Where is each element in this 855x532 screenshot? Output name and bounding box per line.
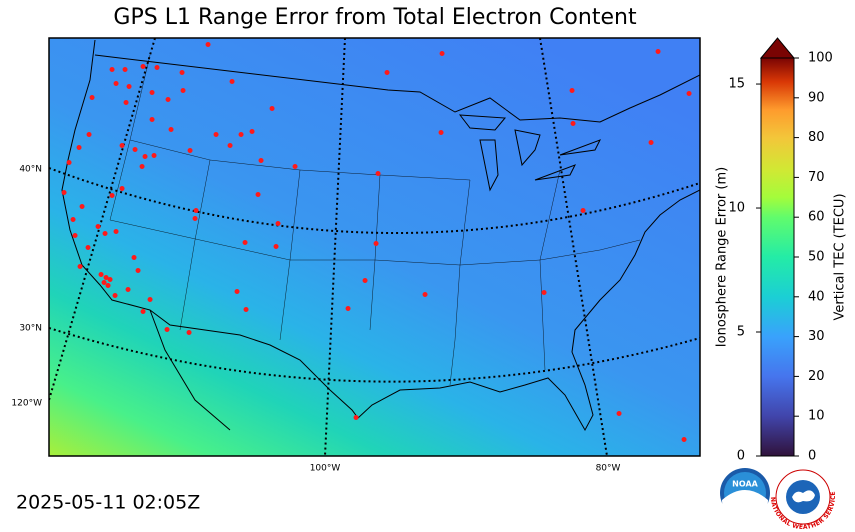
stations — [61, 42, 692, 442]
right-tick-label: 40 — [808, 289, 825, 304]
right-tick-label: 10 — [808, 409, 825, 424]
left-tick-label: 15 — [728, 77, 745, 92]
left-tick-label: 5 — [737, 325, 745, 340]
colorbar: 0 5 10 15 0 10 20 30 40 50 60 70 80 90 100 — [728, 37, 833, 464]
right-tick-label: 100 — [808, 51, 833, 66]
colorbar-left-label: Ionosphere Range Error (m) — [715, 167, 730, 347]
right-tick-label: 50 — [808, 250, 825, 265]
colorbar-extend — [759, 37, 796, 59]
tec-field — [49, 38, 700, 456]
lon-label: 120°W — [11, 399, 42, 409]
colorbar-scale — [760, 57, 795, 457]
border — [94, 54, 700, 123]
lon-label: 100°W — [310, 464, 341, 474]
lat-label: 30°N — [19, 324, 42, 334]
right-tick-label: 0 — [808, 449, 816, 464]
right-tick-label: 90 — [808, 90, 825, 105]
right-tick-label: 30 — [808, 329, 825, 344]
left-tick-label: 0 — [737, 449, 745, 464]
right-tick-label: 70 — [808, 170, 825, 185]
colorbar-right-label: Vertical TEC (TECU) — [833, 193, 848, 320]
nws-logo: NATIONAL WEATHER SERVICE — [769, 469, 837, 531]
map — [49, 38, 700, 456]
right-tick-label: 80 — [808, 130, 825, 145]
title: GPS L1 Range Error from Total Electron C… — [113, 5, 637, 30]
lon-label: 80°W — [596, 464, 621, 474]
state-lines — [109, 54, 641, 386]
great-lakes — [458, 114, 602, 192]
right-tick-label: 20 — [808, 369, 825, 384]
noaa-text: NOAA — [732, 480, 758, 489]
right-tick-label: 60 — [808, 210, 825, 225]
timestamp: 2025-05-11 02:05Z — [16, 492, 200, 514]
lat-label: 40°N — [19, 165, 42, 175]
graticule — [49, 38, 700, 456]
map-frame — [48, 37, 701, 457]
noaa-logo: NOAA — [720, 468, 770, 523]
left-tick-label: 10 — [728, 201, 745, 216]
